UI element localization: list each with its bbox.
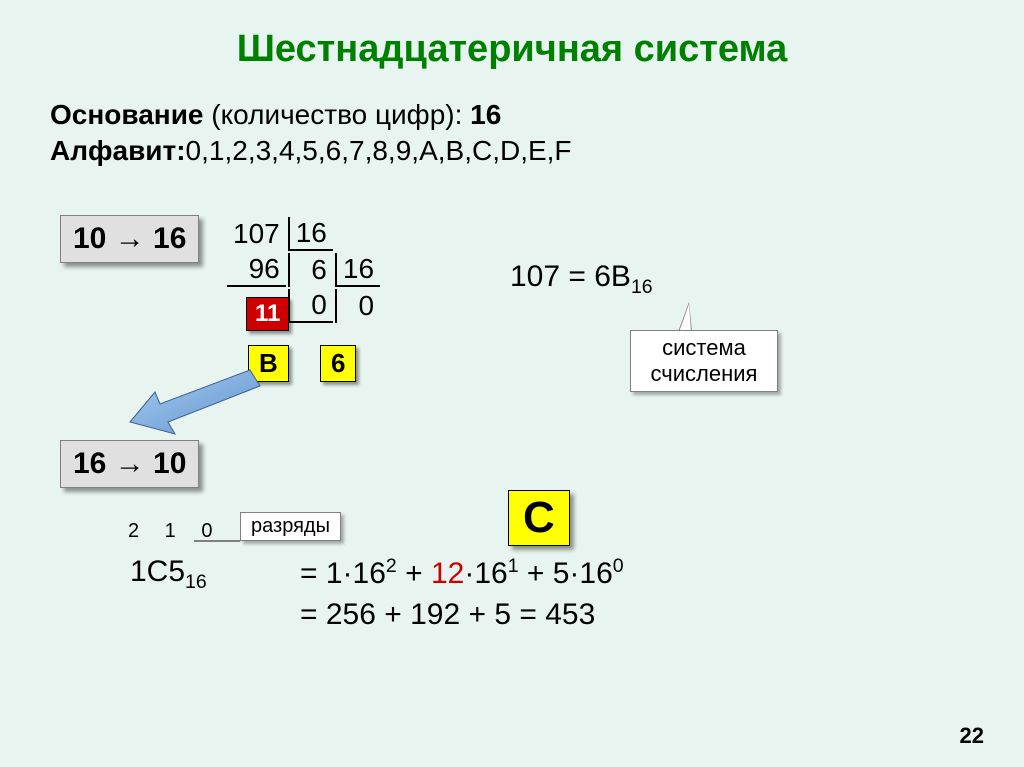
box-16-to-10: 16 → 10 bbox=[60, 440, 199, 488]
base-line: Основание (количество цифр): 16 bbox=[50, 99, 974, 131]
slide-title: Шестнадцатеричная система bbox=[50, 28, 974, 71]
callout-l1: система bbox=[662, 335, 746, 360]
callout-digits: разряды bbox=[240, 512, 341, 541]
expand-line1: = 1·162 + 12·161 + 5·160 bbox=[300, 555, 624, 591]
div-6: 6 bbox=[288, 253, 333, 287]
div-0a: 0 bbox=[288, 289, 333, 323]
div-0b: 0 bbox=[335, 289, 380, 323]
big-c: C bbox=[508, 490, 570, 546]
page-number: 22 bbox=[960, 723, 984, 749]
box-10-to-16: 10 → 16 bbox=[60, 215, 199, 263]
result-107: 107 = 6B16 bbox=[510, 260, 653, 299]
div-16a: 16 bbox=[288, 217, 333, 251]
expand-lhs: 1C516 bbox=[130, 555, 207, 594]
arrow-icon bbox=[120, 362, 270, 442]
callout-number-system: система счисления bbox=[630, 330, 778, 392]
base-label: Основание bbox=[50, 99, 203, 130]
div-16b: 16 bbox=[335, 253, 380, 287]
div-107: 107 bbox=[227, 217, 286, 251]
expand-line2: = 256 + 192 + 5 = 453 bbox=[300, 598, 595, 632]
base-text: (количество цифр): bbox=[203, 99, 470, 130]
base-value: 16 bbox=[470, 99, 501, 130]
alphabet-values: 0,1,2,3,4,5,6,7,8,9,A,B,C,D,E,F bbox=[186, 135, 572, 166]
remainder-6-box: 6 bbox=[320, 345, 356, 382]
div-96: 96 bbox=[227, 253, 286, 287]
alphabet-label: Алфавит: bbox=[50, 135, 186, 166]
callout-l2: счисления bbox=[651, 361, 758, 386]
remainder-11: 11 bbox=[246, 297, 289, 331]
alphabet-line: Алфавит:0,1,2,3,4,5,6,7,8,9,A,B,C,D,E,F bbox=[50, 135, 974, 167]
